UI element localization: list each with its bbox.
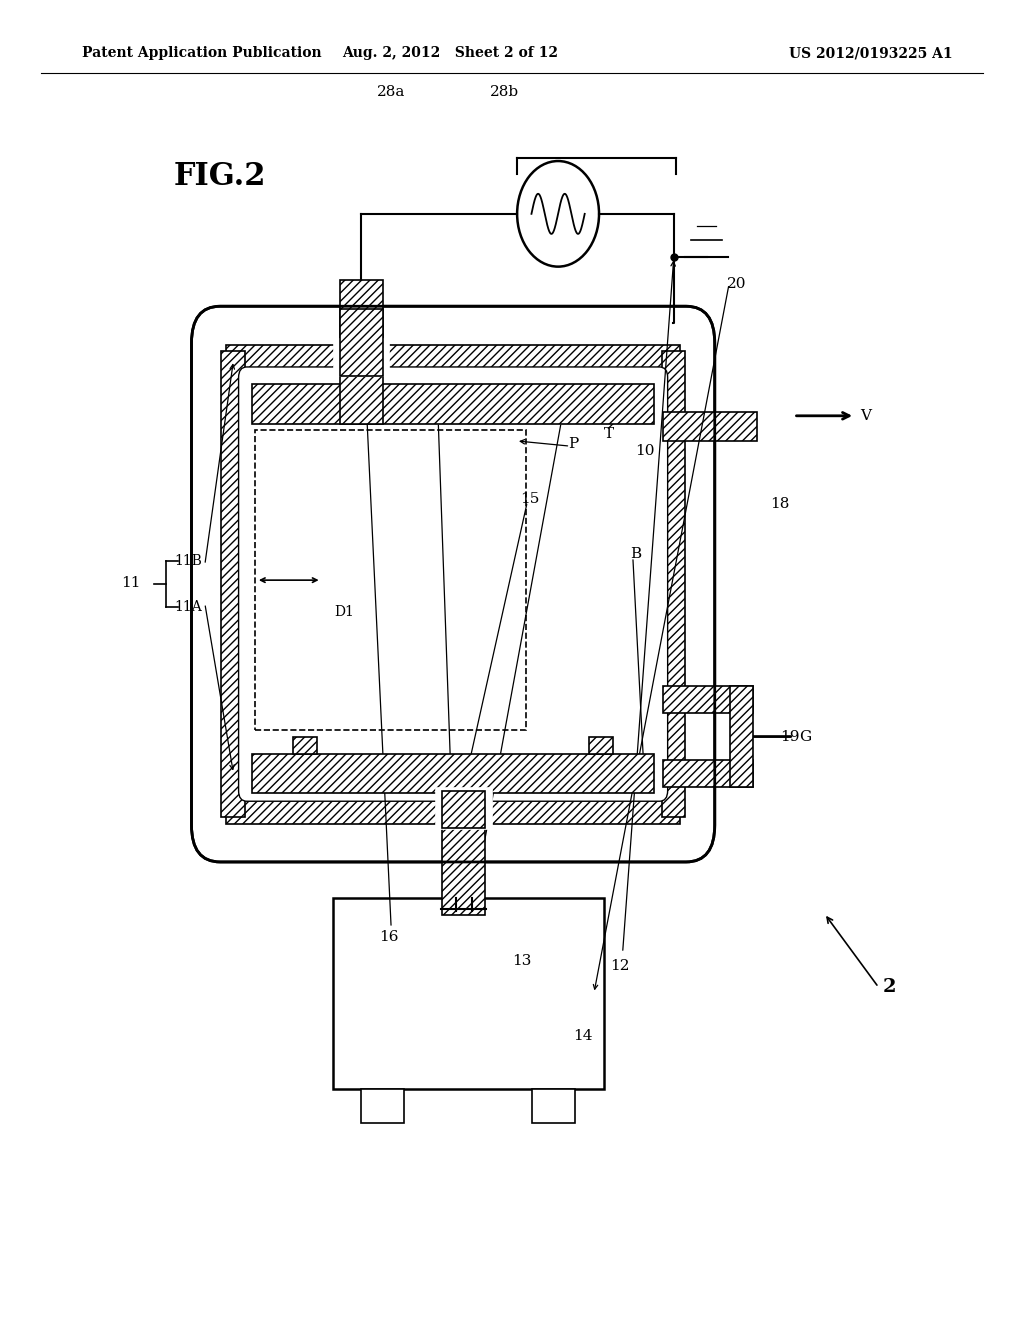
Text: 16: 16 (379, 931, 398, 944)
Text: 11: 11 (121, 577, 140, 590)
FancyBboxPatch shape (340, 309, 383, 376)
Text: 12: 12 (610, 960, 630, 973)
Text: B: B (630, 548, 641, 561)
Text: D1: D1 (334, 606, 353, 619)
FancyBboxPatch shape (340, 280, 383, 424)
Text: V: V (860, 409, 871, 422)
Text: US 2012/0193225 A1: US 2012/0193225 A1 (788, 46, 952, 61)
Text: 20a: 20a (551, 413, 577, 426)
Circle shape (517, 161, 599, 267)
Bar (333, 898, 604, 1089)
Text: 28a: 28a (377, 86, 406, 99)
Text: FIG.2: FIG.2 (174, 161, 266, 191)
Bar (532, 1089, 575, 1123)
Text: T: T (604, 428, 614, 441)
FancyBboxPatch shape (221, 351, 245, 817)
Text: 11A: 11A (174, 601, 202, 614)
Text: 18: 18 (770, 498, 790, 511)
FancyBboxPatch shape (442, 793, 485, 915)
Bar (255, 430, 526, 730)
FancyBboxPatch shape (589, 737, 613, 754)
FancyBboxPatch shape (252, 754, 654, 793)
Bar (361, 1089, 404, 1123)
FancyBboxPatch shape (293, 737, 317, 754)
FancyBboxPatch shape (252, 384, 654, 424)
Text: 15: 15 (520, 492, 540, 506)
FancyBboxPatch shape (662, 351, 685, 817)
FancyBboxPatch shape (191, 306, 715, 862)
Text: Aug. 2, 2012   Sheet 2 of 12: Aug. 2, 2012 Sheet 2 of 12 (343, 46, 558, 61)
Text: G: G (799, 730, 811, 743)
Bar (436, 788, 492, 829)
Text: 14: 14 (573, 1030, 593, 1043)
FancyBboxPatch shape (663, 760, 753, 787)
Text: 20: 20 (727, 277, 746, 290)
FancyBboxPatch shape (226, 793, 680, 824)
Text: 19: 19 (780, 730, 800, 743)
FancyBboxPatch shape (663, 686, 753, 713)
Text: 2: 2 (883, 978, 896, 997)
Bar (334, 339, 389, 376)
FancyBboxPatch shape (442, 791, 485, 828)
Text: 10: 10 (635, 445, 654, 458)
FancyBboxPatch shape (663, 412, 757, 441)
Text: Patent Application Publication: Patent Application Publication (82, 46, 322, 61)
FancyBboxPatch shape (226, 345, 680, 375)
Text: 20b: 20b (412, 413, 438, 426)
Text: 13: 13 (512, 954, 531, 968)
Text: 28b: 28b (489, 86, 518, 99)
Text: P: P (568, 437, 579, 450)
FancyBboxPatch shape (730, 686, 753, 787)
FancyBboxPatch shape (239, 367, 668, 801)
Text: 11B: 11B (174, 554, 202, 568)
